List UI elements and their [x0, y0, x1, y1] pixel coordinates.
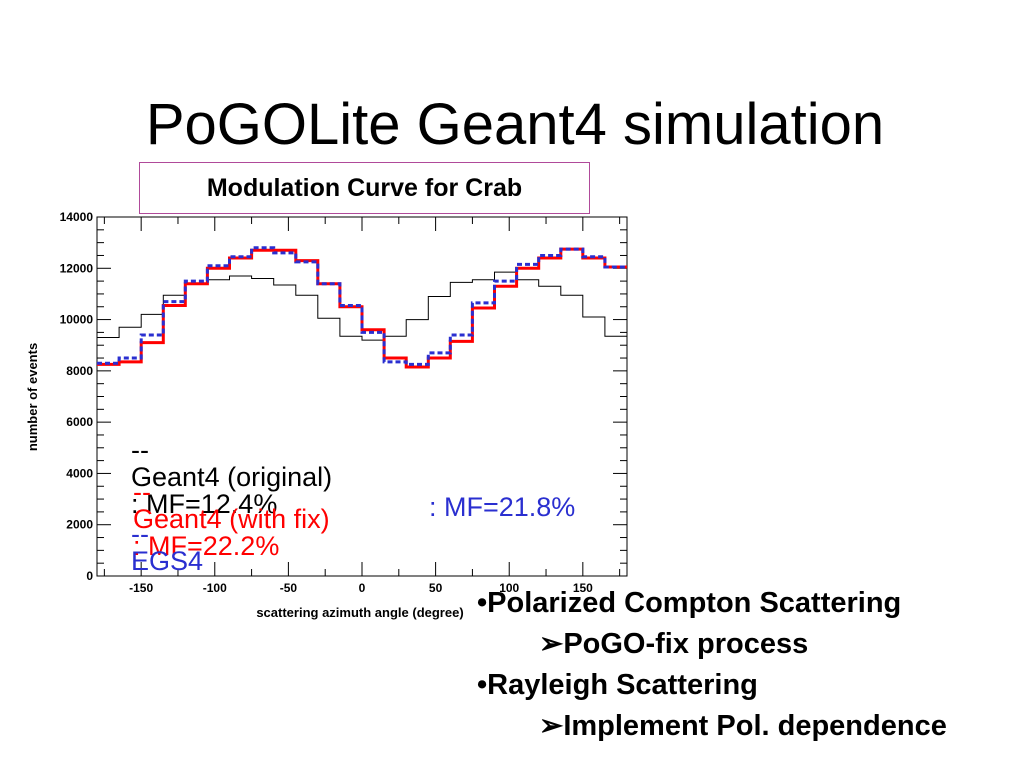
y-tick-label: 6000 — [66, 415, 93, 429]
bullet-subitem: ➢Implement Pol. dependence — [539, 712, 947, 741]
legend-value: : MF=12.4% — [131, 489, 278, 519]
legend-entry-geant4-fix: -- Geant4 (with fix) : MF=22.2% — [118, 452, 330, 560]
bullet-text: Rayleigh Scattering — [487, 669, 758, 701]
slide-title: PoGOLite Geant4 simulation — [145, 92, 885, 157]
bullet-text: PoGO-fix process — [563, 628, 809, 660]
bullet-item: •Rayleigh Scattering — [477, 671, 758, 700]
x-tick-label: 100 — [499, 581, 519, 595]
bullet-text: Polarized Compton Scattering — [487, 587, 902, 619]
y-tick-label: 8000 — [66, 364, 93, 378]
legend-prefix: -- — [131, 519, 149, 549]
y-tick-label: 2000 — [66, 518, 93, 532]
y-tick-label: 14000 — [60, 210, 94, 224]
legend-label: Geant4 (with fix) — [133, 504, 330, 534]
legend-entry-geant4-original: -- Geant4 (original) : MF=12.4% — [116, 410, 332, 518]
x-tick-label: 50 — [429, 581, 443, 595]
y-axis-label: number of events — [25, 343, 40, 451]
bullet-marker: • — [477, 587, 488, 619]
bullet-marker: • — [477, 669, 488, 701]
x-tick-label: -50 — [280, 581, 298, 595]
bullet-subitem: ➢PoGO-fix process — [539, 630, 808, 659]
y-tick-label: 10000 — [60, 313, 94, 327]
y-tick-label: 12000 — [60, 261, 94, 275]
arrow-bullet-icon: ➢ — [539, 628, 564, 660]
y-tick-label: 4000 — [66, 466, 93, 480]
bullet-text: Implement Pol. dependence — [563, 710, 947, 742]
x-tick-label: 150 — [573, 581, 593, 595]
legend-value-egs4: : MF=21.8% — [429, 492, 576, 522]
x-axis-label: scattering azimuth angle (degree) — [256, 605, 463, 620]
x-tick-label: -100 — [203, 581, 227, 595]
y-tick-label: 0 — [86, 569, 93, 583]
legend-entry-egs4: -- EGS4 — [116, 494, 203, 575]
series-line-2 — [97, 246, 627, 366]
chart-title: Modulation Curve for Crab — [139, 162, 590, 214]
bullet-item: •Polarized Compton Scattering — [477, 589, 901, 618]
arrow-bullet-icon: ➢ — [539, 710, 564, 742]
legend-label: Geant4 (original) — [131, 462, 333, 492]
x-tick-label: 0 — [359, 581, 366, 595]
x-tick-label: -150 — [129, 581, 153, 595]
legend-prefix: -- — [131, 435, 149, 465]
legend-prefix: -- — [133, 477, 151, 507]
legend-label: EGS4 — [131, 546, 204, 576]
legend-value: : MF=22.2% — [133, 531, 280, 561]
